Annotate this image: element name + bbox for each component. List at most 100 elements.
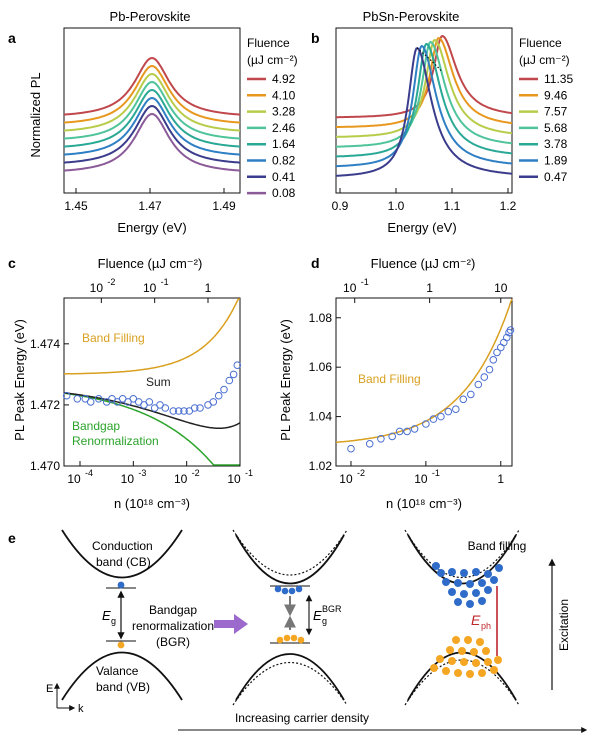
panel-c-data-point <box>73 395 82 403</box>
bgr-label-1: Bandgap <box>149 603 197 617</box>
band-filling-holes <box>430 636 502 678</box>
band-filling-hole <box>490 666 498 674</box>
panel-b-legend-label: 0.47 <box>544 170 568 184</box>
panel-b-legend-label: 11.35 <box>544 72 573 86</box>
panel-b-curves <box>335 35 513 177</box>
panel-c-ytick-label: 1.474 <box>30 337 60 351</box>
panel-a-legend: 4.92 4.10 3.28 2.46 1.64 0.82 0.41 0.08 <box>247 72 296 200</box>
panel-c-data-point <box>225 376 234 385</box>
panel-d-xtick-label: 10 <box>339 472 353 486</box>
band-filling-electron <box>495 564 503 572</box>
panel-b-xtick-label: 0.9 <box>332 199 349 213</box>
panel-c-data-point <box>233 361 242 370</box>
panel-c-xtick-label: 10 <box>121 472 135 486</box>
panel-c-bgr-label-2: Renormalization <box>72 434 159 448</box>
panel-b-label: b <box>311 30 320 46</box>
panel-b-legend-label: 3.78 <box>544 137 568 151</box>
band-filling-hole <box>436 655 444 663</box>
panel-d-band-filling-label: Band Filling <box>358 372 421 386</box>
panel-b-series-5.68 <box>336 40 513 148</box>
band-filling-hole <box>472 659 480 667</box>
panel-c-sum-label: Sum <box>146 375 171 389</box>
panel-c-sum-curve <box>63 391 241 430</box>
band-filling-hole <box>482 647 490 655</box>
panel-c-xtick-exponent: -2 <box>192 468 200 478</box>
panel-a-legend-label: 4.10 <box>272 88 296 102</box>
panel-d-data-point <box>497 343 505 352</box>
panel-a-series-0.41 <box>63 104 241 164</box>
panel-d-ylabel: PL Peak Energy (eV) <box>278 319 293 441</box>
panel-c-data-point <box>220 385 228 394</box>
panel-c-data-point <box>145 398 154 406</box>
band-filling-hole <box>484 658 492 666</box>
panel-a-curves <box>63 56 241 172</box>
panel-a-series-4.92 <box>63 56 241 116</box>
eg-sub: g <box>111 616 116 626</box>
band-filling-hole <box>466 670 474 678</box>
panel-d: d Fluence (µJ cm⁻²) PL Peak Energy (eV) … <box>278 255 515 511</box>
panel-d-top-xtick-label: 1 <box>426 281 433 295</box>
band-filling-electron <box>478 579 486 587</box>
panel-c-ytick-label: 1.470 <box>30 459 60 473</box>
panel-d-label: d <box>311 255 320 271</box>
panel-d-frame <box>335 297 513 467</box>
eg-label: E <box>102 608 111 623</box>
panel-a-series-0.08 <box>63 112 241 172</box>
panel-a-frame <box>63 27 241 194</box>
band-filling-electron <box>454 579 462 587</box>
panel-a-series-1.64 <box>63 88 241 148</box>
panel-b-legend-label: 9.46 <box>544 88 568 102</box>
band-filling-hole <box>464 636 472 644</box>
panel-a-legend-label: 0.08 <box>272 186 296 200</box>
band-filling-hole <box>430 664 438 672</box>
cb-label-2: band (CB) <box>96 555 151 569</box>
panel-a-label: a <box>8 30 16 46</box>
panel-c-data-point <box>86 398 95 406</box>
panel-c-ylabel: PL Peak Energy (eV) <box>12 319 27 441</box>
band-filling-hole <box>478 669 486 677</box>
panel-c-label: c <box>8 255 16 271</box>
band-filling-hole <box>460 658 468 666</box>
panel-c-data-point <box>214 391 223 400</box>
panel-a-legend-label: 2.46 <box>272 121 296 135</box>
panel-b-title: PbSn-Perovskite <box>363 9 460 24</box>
panel-c-data-point <box>209 398 218 406</box>
panel-c-data-point <box>229 370 238 379</box>
band-filling-electron <box>484 586 492 594</box>
panel-a-legend-label: 0.41 <box>272 170 296 184</box>
band-filling-electron <box>460 569 468 577</box>
band-filling-hole <box>454 669 462 677</box>
cb-renormalized <box>235 534 345 585</box>
panel-d-top-xlabel: Fluence (µJ cm⁻²) <box>371 256 476 271</box>
panel-b: b PbSn-Perovskite 0.9 1.0 1.1 1.2 Energy… <box>311 9 573 235</box>
panel-d-data-point <box>444 407 453 416</box>
panel-a-xtick-label: 1.47 <box>138 199 162 213</box>
band-filling-hole <box>442 667 450 675</box>
band-filling-hole <box>446 646 454 654</box>
conduction-band-curve <box>61 529 183 579</box>
valence-band-curve <box>61 651 183 701</box>
band-filling-electron <box>478 597 486 605</box>
panel-a-series-2.46 <box>63 80 241 140</box>
panel-d-data-point <box>395 427 404 436</box>
panel-d-ytick-label: 1.02 <box>309 459 333 473</box>
panel-d-data-point <box>506 326 515 334</box>
panel-d-data-point <box>500 338 508 347</box>
panel-d-top-xtick-label: 10 <box>494 281 508 295</box>
panel-d-data-point <box>429 415 438 423</box>
panel-c-ytick-label: 1.472 <box>30 398 60 412</box>
panel-d-data-point <box>365 440 374 448</box>
panel-d-xtick-exponent: -2 <box>357 468 365 478</box>
panel-c-xtick-exponent: -3 <box>138 468 146 478</box>
bgr-label-2: renormalization <box>132 619 214 633</box>
panel-d-top-xtick-exponent: -1 <box>361 277 369 287</box>
panel-a: a Pb-Perovskite Normalized PL 1.45 1.47 … <box>8 9 298 235</box>
panel-c-data-point <box>62 391 71 400</box>
band-filling-electron <box>442 578 450 586</box>
panel-a-series-0.82 <box>63 96 241 156</box>
panel-a-xtick-label: 1.45 <box>64 199 88 213</box>
panel-d-data-point <box>489 356 498 364</box>
band-filling-electron <box>466 600 474 608</box>
panel-c-xtick-label: 10 <box>227 472 241 486</box>
